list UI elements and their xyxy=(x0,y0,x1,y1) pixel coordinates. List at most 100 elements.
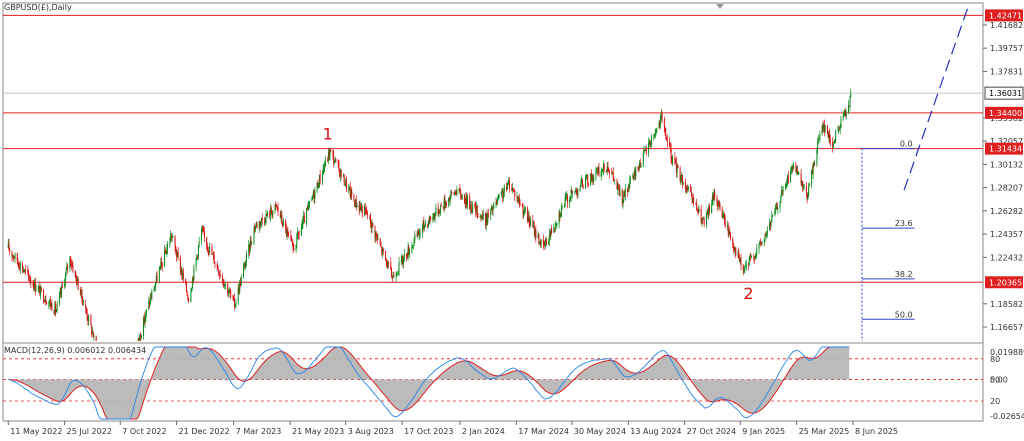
candle-body xyxy=(14,253,16,259)
candle-body xyxy=(138,338,140,341)
candle-body xyxy=(172,236,174,238)
candle-body xyxy=(602,170,604,171)
candle-body xyxy=(197,255,199,257)
candle-body xyxy=(401,255,403,261)
x-tick-label: 30 May 2024 xyxy=(574,427,626,436)
candle-body xyxy=(348,186,350,188)
candle-body xyxy=(538,235,540,245)
candle-body xyxy=(802,186,804,188)
candle-body xyxy=(22,263,24,271)
candle-body xyxy=(497,198,499,200)
candle-body xyxy=(703,218,705,225)
candle-body xyxy=(437,207,439,215)
candle-body xyxy=(301,224,303,228)
candle-body xyxy=(828,133,830,138)
candle-body xyxy=(763,238,765,242)
candle-body xyxy=(187,295,189,301)
candle-body xyxy=(77,278,79,290)
candle-body xyxy=(819,134,821,139)
candle-body xyxy=(663,118,665,128)
level-tag-box xyxy=(985,276,1023,289)
candle-body xyxy=(435,207,437,215)
candle-body xyxy=(429,216,431,223)
candle-body xyxy=(754,255,756,259)
candle-body xyxy=(797,173,799,175)
candle-body xyxy=(350,190,352,197)
candle-body xyxy=(813,163,815,165)
candle-body xyxy=(571,190,573,194)
candle-body xyxy=(740,258,742,266)
candle-body xyxy=(517,196,519,202)
candle-body xyxy=(645,149,647,153)
candle-body xyxy=(719,203,721,210)
candle-body xyxy=(796,168,798,173)
candle-body xyxy=(92,332,94,338)
candle-body xyxy=(193,266,195,281)
candle-body xyxy=(503,185,505,194)
candle-body xyxy=(782,186,784,193)
candle-body xyxy=(18,263,20,268)
candle-body xyxy=(585,175,587,179)
candle-body xyxy=(308,204,310,206)
candle-body xyxy=(65,269,67,275)
candle-body xyxy=(185,282,187,292)
candle-body xyxy=(798,173,800,175)
candle-body xyxy=(16,253,18,262)
candle-body xyxy=(472,203,474,212)
candle-body xyxy=(274,204,276,211)
candle-body xyxy=(156,275,158,282)
candle-body xyxy=(222,279,224,284)
candle-body xyxy=(371,222,373,228)
candle-body xyxy=(519,203,521,205)
candle-body xyxy=(766,235,768,237)
x-tick-label: 9 Jan 2025 xyxy=(742,427,785,436)
candle-body xyxy=(328,151,330,157)
candle-body xyxy=(618,185,620,190)
candle-body xyxy=(795,165,797,173)
candle-body xyxy=(145,312,147,319)
candle-body xyxy=(228,290,230,293)
candle-body xyxy=(475,206,477,213)
candle-body xyxy=(318,175,320,187)
candle-body xyxy=(276,204,278,207)
candle-body xyxy=(282,220,284,226)
candle-body xyxy=(206,245,208,248)
candle-body xyxy=(450,191,452,197)
candle-body xyxy=(756,248,758,254)
candle-body xyxy=(560,206,562,216)
level-tag: 1.20365 xyxy=(989,278,1022,287)
candle-body xyxy=(696,210,698,212)
candle-body xyxy=(349,186,351,197)
candle-body xyxy=(775,205,777,211)
candle-body xyxy=(672,157,674,165)
candle-body xyxy=(681,174,683,185)
candle-body xyxy=(175,247,177,254)
candle-body xyxy=(438,210,440,215)
candle-body xyxy=(370,215,371,225)
x-tick-label: 11 May 2022 xyxy=(10,427,62,436)
candle-body xyxy=(72,265,74,272)
candle-body xyxy=(553,228,555,233)
candle-body xyxy=(711,204,713,213)
candle-body xyxy=(781,190,783,196)
candle-body xyxy=(235,301,237,305)
candle-body xyxy=(769,222,771,231)
candle-body xyxy=(242,267,244,277)
candle-body xyxy=(518,197,520,204)
candle-body xyxy=(650,144,652,145)
candle-body xyxy=(95,336,97,341)
candle-body xyxy=(539,242,541,245)
candle-body xyxy=(698,208,700,213)
candle-body xyxy=(735,247,737,256)
candle-body xyxy=(516,196,518,198)
candle-body xyxy=(48,302,50,305)
candle-body xyxy=(535,230,537,238)
candle-body xyxy=(726,224,728,227)
candle-body xyxy=(427,220,429,227)
candle-body xyxy=(340,169,342,177)
candle-body xyxy=(261,218,263,223)
candle-body xyxy=(506,185,508,190)
y-tick-label: 1.30132 xyxy=(990,160,1023,169)
candle-body xyxy=(212,254,214,256)
candle-body xyxy=(60,291,62,294)
